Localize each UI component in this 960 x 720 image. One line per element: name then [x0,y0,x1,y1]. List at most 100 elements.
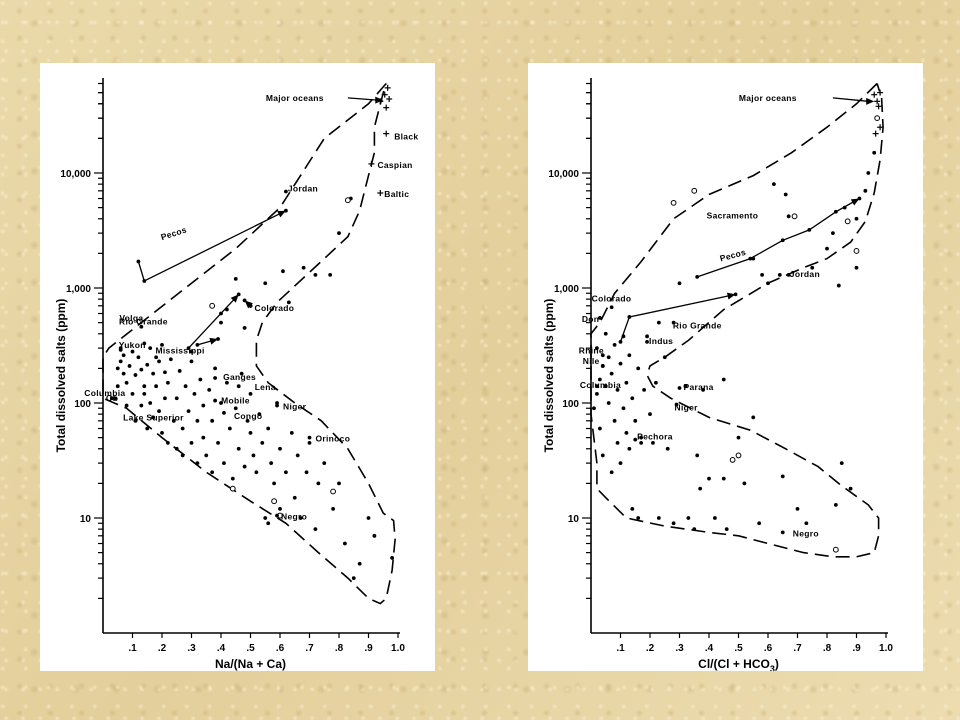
data-point [124,380,129,385]
data-point [766,281,770,286]
data-point [127,364,132,368]
data-point [198,377,203,382]
point-label: Negro [281,512,307,522]
labeled-point-marker [222,411,226,415]
x-axis-label-main: Cl/(Cl + HCO [698,657,770,671]
labeled-point-marker [142,391,147,396]
data-point [225,380,229,385]
data-point [621,406,626,411]
data-point [160,343,164,347]
ocean-point [384,84,391,91]
data-point [313,272,318,277]
trend-point [242,298,247,303]
data-point [242,464,247,469]
data-point [854,265,859,270]
labeled-point-marker [777,272,782,277]
trend-point [216,337,220,341]
data-point [233,276,238,281]
y-axis-label: Total dissolved salts (ppm) [54,299,68,453]
point-label: Yukon [119,340,146,350]
point-label: Colorado [255,303,295,313]
data-point [166,440,170,445]
trend-point [284,208,288,213]
point-label: Lake Superior [123,412,184,422]
data-point [654,380,658,385]
data-point [337,231,341,236]
y-tick-label: 10,000 [548,169,579,180]
point-label: Rhine [579,345,604,355]
labeled-point-marker [674,402,679,407]
trend-point [195,343,200,347]
data-point [683,384,688,389]
labeled-point-marker [383,130,390,137]
labeled-point-marker [236,384,241,389]
trend-line [619,293,736,343]
x-tick-label: .9 [852,643,861,654]
data-point [163,370,167,375]
data-point [121,371,126,376]
data-point [665,446,670,451]
data-point [307,440,312,445]
point-label: Ganges [223,372,256,382]
data-point [757,521,762,526]
data-point [145,362,150,367]
data-point-open [791,213,798,220]
trend-point [627,315,632,319]
x-tick-label: .5 [734,643,743,654]
data-point-open [271,498,278,505]
data-point [260,440,265,445]
labeled-point-marker [219,320,223,325]
data-point [825,246,829,251]
data-point [713,516,717,520]
x-axis-label: Na/(Na + Ca) [215,657,286,671]
ocean-point [877,124,884,131]
x-tick-label: .6 [276,643,285,654]
data-point [168,357,173,362]
data-point [210,418,215,423]
data-point [633,437,638,442]
data-point [133,373,138,377]
x-tick-label: .1 [616,643,625,654]
x-tick-label: 1.0 [391,643,405,654]
data-point [331,506,335,511]
data-point [695,453,700,458]
data-point [639,440,644,445]
data-point [615,440,620,445]
data-point [157,359,161,364]
data-point [266,426,271,431]
labeled-point-marker [275,513,279,518]
data-point [357,561,362,566]
ocean-point [874,98,881,105]
data-point [139,403,144,408]
data-point [180,426,185,431]
trend-arrowhead [230,294,239,303]
x-tick-label: .8 [335,643,344,654]
point-label: Niger [675,403,699,413]
data-point [343,541,347,546]
trend-point [807,228,812,232]
data-point [390,555,394,560]
data-point [186,409,191,414]
data-point [854,216,859,221]
data-point [701,387,705,392]
envelope-boundary [102,82,396,605]
point-label: Orinoco [316,434,351,444]
data-point [612,418,617,423]
data-point [671,320,676,325]
ocean-point [877,89,884,96]
trend-point [236,292,241,297]
labeled-point-marker [213,376,218,380]
trend-arrowhead [209,337,219,345]
data-point [609,470,614,475]
trend-point [733,292,738,297]
labeled-point-marker [368,160,375,167]
data-point-open [344,197,351,204]
data-point [180,453,185,458]
y-tick-label: 10 [568,514,580,525]
envelope-boundary [590,82,884,558]
data-point [671,521,676,526]
chart-panel-anion: 10 100 1,000 10,000 .1 .2 .3 .4 .5 .6 .7 .8 .9 1.0 Tot… [528,63,923,671]
data-point [130,391,135,396]
data-point [618,461,623,466]
x-tick-label: .3 [187,643,196,654]
